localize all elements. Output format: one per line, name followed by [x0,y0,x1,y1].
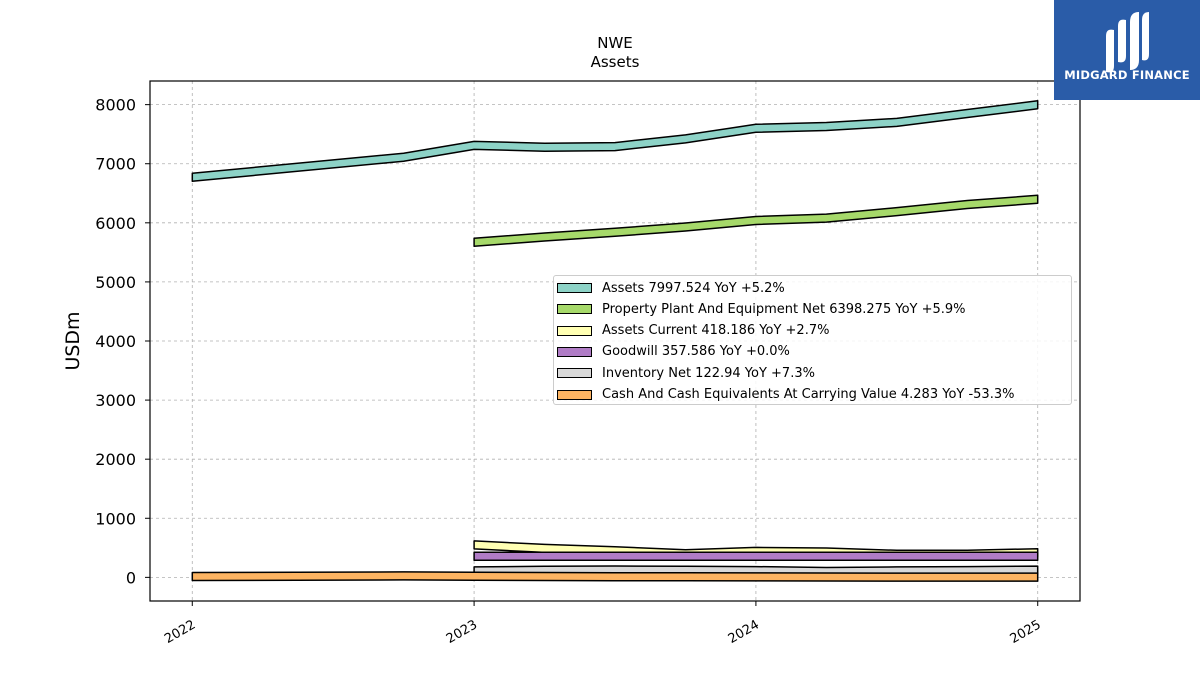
legend-swatch-2 [557,325,592,336]
y-tick-label-2: 2000 [95,450,136,469]
legend-label-3: Goodwill 357.586 YoY +0.0% [602,344,790,360]
series-band-1 [473,194,1039,248]
chart-title: NWE [597,34,633,52]
series-band-5 [191,571,1039,582]
legend-item-4: Inventory Net 122.94 YoY +7.3% [557,364,815,382]
y-axis-ticks: 0 1000 2000 3000 4000 5000 6000 7000 8000 [95,96,150,587]
x-tick-label-0: 2022 [162,617,198,647]
legend-item-5: Cash And Cash Equivalents At Carrying Va… [557,386,1014,404]
legend-item-0: Assets 7997.524 YoY +5.2% [557,279,785,297]
legend-label-0: Assets 7997.524 YoY +5.2% [602,280,785,296]
legend: Assets 7997.524 YoY +5.2% Property Plant … [553,275,1072,405]
x-tick-label-1: 2023 [444,617,480,647]
legend-swatch-5 [557,389,592,400]
chart-subtitle: Assets [591,53,640,71]
y-tick-label-4: 4000 [95,332,136,351]
legend-item-2: Assets Current 418.186 YoY +2.7% [557,322,829,340]
series-band-0 [191,100,1039,183]
legend-label-2: Assets Current 418.186 YoY +2.7% [602,323,830,339]
legend-swatch-1 [557,304,592,315]
legend-swatch-3 [557,346,592,357]
legend-item-3: Goodwill 357.586 YoY +0.0% [557,343,790,361]
legend-label-1: Property Plant And Equipment Net 6398.27… [602,301,966,317]
y-tick-label-0: 0 [126,568,136,587]
legend-swatch-0 [557,283,592,293]
legend-label-5: Cash And Cash Equivalents At Carrying Va… [602,387,1015,402]
x-axis-ticks: 2022 2023 2024 2025 [162,601,1044,647]
y-tick-label-1: 1000 [95,509,136,528]
logo-text: MIDGARD FINANCE [1064,68,1190,82]
series-band-3 [473,551,1039,561]
y-tick-label-5: 5000 [95,273,136,292]
logo-mark-icon [1106,12,1149,73]
y-tick-label-7: 7000 [95,155,136,174]
y-tick-label-3: 3000 [95,391,136,410]
y-tick-label-6: 6000 [95,214,136,233]
legend-label-4: Inventory Net 122.94 YoY +7.3% [602,365,815,381]
series-layer [191,100,1039,582]
y-tick-label-8: 8000 [95,96,136,115]
legend-swatch-4 [557,368,592,379]
legend-item-1: Property Plant And Equipment Net 6398.27… [557,300,966,318]
x-tick-label-3: 2025 [1008,617,1044,647]
x-tick-label-2: 2024 [726,617,762,647]
midgard-finance-logo: MIDGARD FINANCE [1054,0,1200,100]
y-axis-label: USDm [62,311,84,370]
